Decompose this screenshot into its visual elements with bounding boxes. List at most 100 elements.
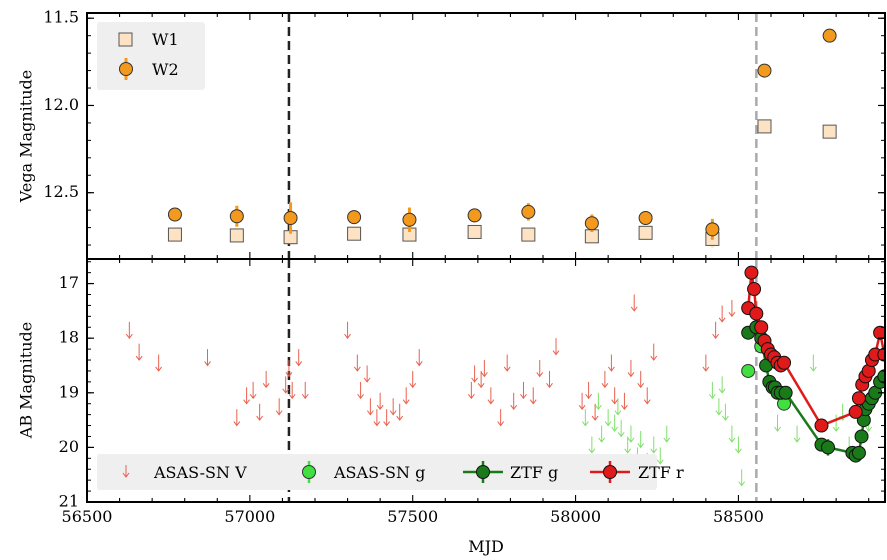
upper-limit-arrow: [793, 425, 801, 443]
arrow-head: [383, 421, 391, 427]
arrow-head: [627, 437, 635, 443]
upper-limit-arrow: [774, 414, 781, 432]
arrow-head: [637, 443, 645, 449]
arrow-head: [415, 361, 423, 367]
w2-point: [521, 204, 536, 219]
upper-limit-arrow: [546, 370, 553, 389]
ytick-label: 11.5: [43, 8, 79, 27]
point-ztf-r: [744, 265, 759, 280]
w2-point: [402, 212, 417, 227]
legend-marker-ztf-r: [603, 465, 617, 479]
upper-limit-arrow: [728, 299, 736, 318]
upper-limit-arrow: [650, 436, 658, 454]
arrow-head: [608, 366, 615, 372]
point-ztf-r: [851, 391, 866, 406]
upper-limit-arrow: [702, 354, 710, 372]
upper-limit-arrow: [614, 398, 622, 416]
w1-point: [822, 124, 837, 139]
arrow-head: [718, 388, 726, 394]
upper-limit-arrow: [396, 403, 404, 421]
upper-limit-arrow: [357, 381, 364, 400]
upper-limit-arrow: [617, 420, 625, 438]
arrow-head: [585, 393, 592, 400]
arrow-head: [233, 421, 241, 427]
point-ztf-r: [747, 282, 762, 297]
arrow-head: [204, 361, 211, 367]
point-ztf-r: [814, 418, 829, 433]
upper-limit-arrow: [624, 436, 632, 454]
arrow-head: [735, 448, 742, 454]
upper-limit-arrow: [637, 431, 645, 449]
bottom-plot-frame: [86, 258, 886, 503]
upper-limit-arrow: [409, 370, 417, 389]
arrow-head: [591, 415, 599, 421]
upper-limit-arrow: [510, 392, 518, 411]
arrow-head: [125, 333, 133, 340]
arrow-head: [529, 399, 537, 405]
upper-limit-arrow: [663, 425, 671, 443]
arrow-head: [376, 404, 384, 411]
point-ztf-g: [821, 440, 835, 455]
arrow-head: [497, 421, 505, 427]
upper-limit-arrow: [497, 409, 505, 427]
point-ztf-r: [877, 347, 884, 362]
w2-point: [347, 210, 362, 225]
arrow-head: [249, 393, 257, 400]
upper-limit-arrow: [581, 409, 589, 427]
arrow-head: [262, 383, 270, 389]
arrow-head: [624, 448, 632, 454]
upper-limit-arrow: [487, 387, 495, 405]
upper-limit-arrow: [708, 381, 716, 400]
upper-limit-arrow: [415, 349, 423, 367]
top-legend-box: [97, 22, 205, 90]
upper-limit-arrow: [643, 387, 651, 405]
upper-limit-arrow: [809, 354, 817, 372]
arrow-head: [738, 481, 746, 487]
arrow-head: [611, 426, 619, 432]
point-ztf-g: [877, 369, 884, 384]
upper-limit-arrow: [722, 403, 729, 421]
arrow-head: [598, 437, 606, 443]
arrow-head: [601, 383, 609, 389]
upper-limit-arrow: [715, 398, 723, 416]
upper-limit-arrow: [480, 360, 488, 378]
point-ztf-g: [851, 445, 866, 460]
legend-marker-w2: [119, 62, 133, 76]
upper-limit-arrow: [275, 398, 283, 416]
arrow-head: [471, 377, 478, 383]
ytick-label: 18: [59, 328, 79, 347]
legend-label-asassn-g: ASAS-SN g: [333, 463, 425, 482]
point-ztf-g: [854, 429, 869, 444]
arrow-head: [650, 448, 658, 454]
arrow-head: [718, 317, 726, 323]
upper-limit-arrow: [611, 414, 619, 432]
arrow-head: [621, 404, 628, 411]
arrow-head: [275, 410, 283, 416]
upper-limit-arrow: [718, 305, 726, 323]
arrow-head: [715, 410, 723, 416]
upper-limit-arrow: [585, 381, 592, 400]
ytick-label: 12.5: [43, 182, 79, 201]
arrow-head: [832, 426, 840, 432]
arrow-head: [353, 366, 361, 372]
upper-limit-arrow: [712, 321, 720, 340]
arrow-head: [865, 426, 873, 432]
arrow-head: [708, 393, 716, 400]
ytick-label: 12.0: [43, 95, 79, 114]
w1-point: [167, 227, 182, 242]
upper-limit-arrow: [588, 436, 596, 454]
arrow-head: [637, 383, 645, 389]
ytick-label: 21: [59, 492, 79, 511]
upper-limit-arrow: [536, 360, 544, 378]
w2-point: [757, 63, 772, 78]
w2-point: [638, 211, 653, 225]
legend-marker-asassn-g: [302, 465, 316, 479]
upper-limit-arrow: [204, 349, 211, 367]
point-ztf-r: [848, 404, 863, 419]
upper-limit-arrow: [637, 370, 645, 389]
arrow-head: [344, 333, 351, 340]
arrow-head: [581, 421, 589, 427]
arrow-head: [396, 415, 404, 421]
